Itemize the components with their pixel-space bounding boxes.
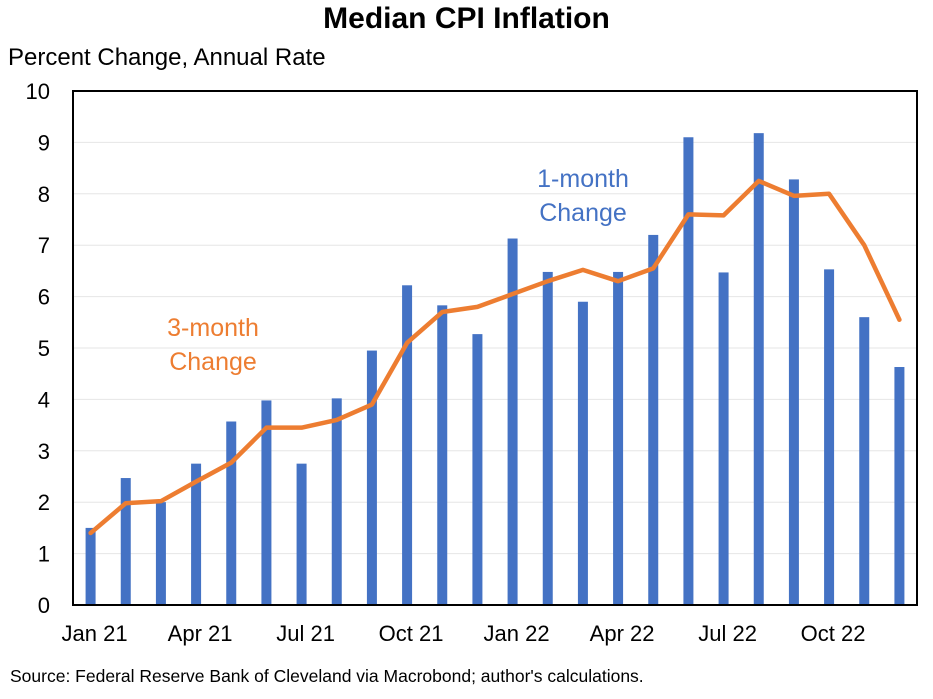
bar [331,398,342,605]
y-tick-label: 1 [38,542,50,567]
chart-title: Median CPI Inflation [323,2,610,35]
bar [366,350,377,605]
bar [191,463,202,605]
bar [718,272,729,605]
series-annotation: 3-month [167,314,259,342]
series-annotation: Change [539,199,627,227]
bar [753,133,764,605]
bar [261,400,272,605]
gridlines [73,141,917,555]
y-tick-label: 0 [38,593,50,618]
bar [648,234,659,606]
y-tick-label: 8 [38,182,50,207]
y-tick-label: 4 [38,387,50,412]
x-tick-label: Oct 22 [801,621,866,646]
bar [542,271,553,605]
bar [683,137,694,605]
plot-frame [72,90,918,606]
y-tick-label: 10 [26,79,50,104]
bar [894,367,905,605]
x-tick-label: Jan 21 [62,621,128,646]
y-tick-label: 7 [38,233,50,258]
x-tick-label: Jul 21 [276,621,335,646]
x-tick-label: Jul 22 [698,621,757,646]
bar-series-1-month [85,133,905,606]
y-tick-labels: 0 1 2 3 4 5 6 7 8 9 10 [26,79,50,618]
bar [613,271,624,605]
annotations: 1-month Change 3-month Change [167,165,629,376]
series-annotation: 1-month [537,165,629,193]
y-tick-label: 3 [38,439,50,464]
chart-source: Source: Federal Reserve Bank of Clevelan… [10,666,644,686]
series-annotation: Change [169,348,257,376]
x-tick-label: Jan 22 [484,621,550,646]
y-axis-label: Percent Change, Annual Rate [8,44,326,71]
bar [788,179,799,605]
y-tick-label: 5 [38,336,50,361]
bar [824,269,835,605]
bar [120,478,131,605]
bar [472,334,483,605]
bar [402,285,413,605]
line-series-3-month [88,178,902,536]
bar [226,421,237,605]
bar [155,502,166,605]
y-tick-label: 9 [38,130,50,155]
y-tick-label: 6 [38,285,50,310]
bar [507,238,518,605]
x-tick-label: Oct 21 [379,621,444,646]
bar [85,527,96,605]
bar [859,317,870,605]
x-tick-label: Apr 21 [168,621,233,646]
y-tick-label: 2 [38,490,50,515]
bar [296,463,307,605]
x-tick-labels: Jan 21 Apr 21 Jul 21 Oct 21 Jan 22 Apr 22 Jul … [62,621,866,646]
x-tick-label: Apr 22 [590,621,655,646]
bar [437,305,448,605]
bar [577,301,588,605]
